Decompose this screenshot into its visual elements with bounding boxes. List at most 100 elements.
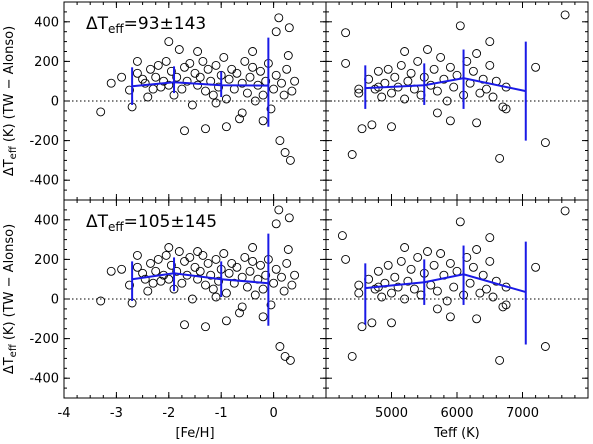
bottom-right-point-48	[540, 342, 550, 351]
bottom-left-point-36	[219, 249, 229, 258]
top-left-point-18	[172, 72, 182, 82]
top-right-point-55	[445, 116, 455, 126]
bottom-left-point-21	[180, 256, 189, 266]
top-right-point-1	[347, 150, 357, 159]
bottom-left-point-44	[240, 252, 250, 262]
top-left-point-20	[177, 84, 187, 94]
bottom-left-ytick-label: 0	[51, 293, 59, 308]
top-right-point-56	[472, 118, 482, 128]
top-left-point-41	[232, 68, 242, 78]
top-right-point-2	[354, 88, 364, 98]
top-left-point-6	[140, 78, 150, 88]
top-right-point-8	[377, 92, 387, 102]
bottom-left-point-47	[248, 256, 258, 266]
top-left-point-72	[258, 116, 268, 126]
bottom-left-point-76	[237, 302, 247, 312]
bottom-right-point-55	[445, 312, 455, 322]
bottom-left-point-79	[193, 247, 203, 256]
top-right-point-38	[475, 88, 485, 98]
bottom-left-point-45	[242, 282, 252, 292]
bottom-right-point-35	[465, 278, 475, 288]
top-right-point-29	[445, 62, 455, 72]
top-left-trend-line	[132, 81, 269, 88]
bottom-right-point-52	[387, 318, 396, 328]
bottom-left-point-10	[151, 266, 161, 276]
bottom-left-point-24	[187, 294, 197, 304]
top-left-point-60	[279, 90, 289, 100]
top-right-point-10	[383, 64, 393, 74]
top-right-point-14	[396, 60, 406, 70]
top-left-point-44	[240, 56, 250, 66]
bottom-right-point-39	[478, 270, 488, 280]
bottom-right-point-9	[380, 278, 390, 288]
top-right-point-57	[485, 37, 495, 47]
bottom-right-point-50	[341, 254, 351, 264]
bottom-left-point-58	[275, 342, 285, 351]
bottom-left-point-4	[132, 262, 142, 272]
bottom-left-ytick-label: 400	[34, 213, 59, 228]
bottom-right-point-29	[445, 258, 455, 268]
bottom-left-ytick-label: 200	[34, 253, 59, 268]
bottom-left-point-69	[201, 322, 210, 332]
bottom-left-point-16	[166, 260, 176, 270]
bottom-right-point-53	[400, 243, 410, 252]
top-left-point-27	[195, 72, 205, 82]
top-right-point-19	[413, 56, 423, 66]
top-left-point-66	[290, 76, 300, 86]
bottom-left-point-30	[203, 258, 213, 268]
top-left-point-26	[193, 80, 203, 90]
top-left-ytick-label: 200	[34, 55, 59, 70]
top-left-point-11	[153, 60, 163, 70]
top-left-point-78	[132, 56, 142, 66]
bottom-left-point-52	[261, 270, 271, 280]
top-left-point-63	[284, 23, 294, 33]
bottom-right-point-19	[413, 252, 423, 262]
top-left-ytick-label: -400	[29, 174, 59, 189]
top-right-point-36	[468, 66, 478, 76]
bottom-left-point-2	[125, 280, 134, 290]
top-left-point-46	[245, 72, 255, 82]
bottom-left-ytick-label: -200	[29, 332, 59, 347]
bottom-left-point-29	[201, 280, 210, 290]
bottom-right-point-13	[393, 282, 403, 292]
bottom-left-point-72	[258, 312, 268, 322]
top-left-point-59	[277, 78, 286, 88]
bottom-right-point-28	[442, 296, 452, 306]
top-right-point-53	[400, 47, 410, 56]
top-left-point-22	[182, 76, 192, 86]
bottom-right-point-57	[485, 233, 495, 243]
top-left-point-16	[166, 66, 176, 76]
bottom-right-point-51	[354, 280, 364, 290]
top-left-point-74	[180, 126, 189, 136]
top-left-point-69	[201, 124, 210, 134]
top-left-point-37	[221, 94, 231, 104]
bottom-right-point-10	[383, 260, 393, 270]
ylabel-top: ΔTeff (K) (TW − Alonso)	[2, 26, 19, 176]
bottom-right-xtick-label: 7000	[506, 406, 539, 421]
bottom-right-point-1	[347, 351, 357, 361]
top-left-point-55	[269, 84, 279, 94]
top-right-point-49	[560, 10, 570, 20]
bottom-left-point-60	[279, 286, 289, 296]
top-left-point-45	[242, 88, 252, 98]
top-right-point-40	[482, 84, 491, 94]
top-left-point-75	[211, 98, 221, 108]
bottom-right-point-0	[337, 231, 347, 241]
bottom-left-point-50	[256, 260, 265, 270]
bottom-right-point-49	[560, 206, 570, 216]
top-right-point-28	[442, 96, 452, 106]
top-right-point-22	[423, 45, 432, 54]
top-left-point-71	[248, 47, 258, 56]
bottom-right-point-12	[390, 272, 400, 282]
bottom-right-point-38	[475, 288, 485, 298]
top-right-point-5	[367, 120, 377, 130]
top-left-point-48	[250, 96, 260, 106]
top-left-point-23	[185, 58, 195, 68]
top-left-point-7	[143, 92, 153, 102]
bottom-left-point-8	[146, 258, 155, 268]
bottom-right-point-15	[400, 294, 410, 304]
bottom-right-point-22	[423, 247, 432, 256]
top-left-point-19	[174, 45, 184, 54]
bottom-left-point-39	[227, 258, 237, 268]
